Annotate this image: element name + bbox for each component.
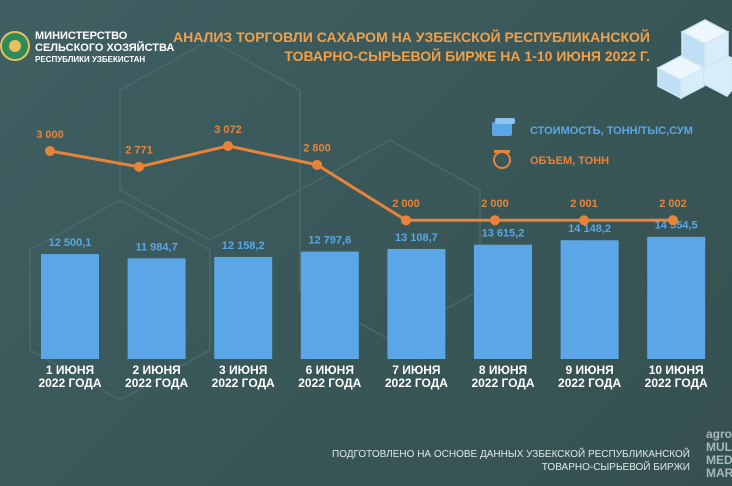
bar — [300, 251, 359, 359]
bar-label: 12 797,6 — [308, 234, 351, 246]
cubes — [656, 19, 732, 100]
line-label: 2 002 — [659, 198, 687, 210]
bar-label: 13 615,2 — [482, 228, 525, 240]
bar — [647, 236, 706, 359]
point — [45, 145, 55, 156]
x-tick-label: 3 ИЮНЯ 2022 ГОДА — [211, 363, 275, 390]
x-tick-label: 2 ИЮНЯ 2022 ГОДА — [125, 363, 189, 390]
x-tick-label: 1 ИЮНЯ 2022 ГОДА — [38, 363, 102, 390]
point — [579, 215, 589, 226]
x-tick-label: 10 ИЮНЯ 2022 ГОДА — [644, 363, 708, 390]
point — [401, 215, 411, 226]
source: ПОДГОТОВЛЕНО НА ОСНОВЕ ДАННЫХ УЗБЕКСКОЙ … — [332, 449, 690, 473]
bar — [387, 248, 446, 359]
line-label: 2 000 — [481, 198, 509, 210]
ministry: МИНИСТЕРСТВО СЕЛЬСКОГО ХОЗЯЙСТВА — [35, 30, 175, 54]
bar-label: 12 158,2 — [222, 240, 265, 252]
x-tick-label: 9 ИЮНЯ 2022 ГОДА — [558, 363, 622, 390]
legend-icons — [492, 118, 515, 169]
line-label: 3 072 — [214, 124, 242, 136]
line-label: 2 771 — [125, 145, 153, 157]
point — [490, 215, 500, 226]
line-label: 2 001 — [570, 198, 598, 210]
x-tick-label: 6 ИЮНЯ 2022 ГОДА — [298, 363, 362, 390]
point — [312, 159, 322, 170]
bar-label: 12 500,1 — [49, 237, 92, 249]
bar — [560, 240, 619, 359]
legend-label: СТОИМОСТЬ, ТОНН/ТЫС,СУМ — [530, 125, 693, 137]
x-tick-label: 8 ИЮНЯ 2022 ГОДА — [471, 363, 535, 390]
line-label: 2 800 — [303, 143, 331, 155]
x-tick-label: 7 ИЮНЯ 2022 ГОДА — [384, 363, 448, 390]
point — [668, 215, 678, 226]
bar — [127, 258, 186, 359]
point — [223, 140, 233, 151]
line-label: 2 000 — [392, 198, 420, 210]
watermark: agro MUL MED MARK — [706, 427, 732, 480]
bar — [474, 244, 532, 359]
line-label: 3 000 — [36, 129, 64, 141]
bar-label: 14 554,5 — [655, 220, 698, 232]
chart-title: АНАЛИЗ ТОРГОВЛИ САХАРОМ НА УЗБЕКСКОЙ РЕС… — [173, 29, 650, 64]
bar-label: 13 108,7 — [395, 232, 438, 244]
republic: РЕСПУБЛИКИ УЗБЕКИСТАН — [35, 55, 146, 64]
legend-label: ОБЪЕМ, ТОНН — [530, 155, 609, 167]
line — [49, 144, 674, 222]
bar-label: 14 148,2 — [568, 223, 611, 235]
bar-label: 11 984,7 — [135, 241, 177, 253]
point — [134, 161, 144, 172]
logo — [0, 31, 30, 61]
bar — [214, 256, 273, 359]
bar — [41, 254, 99, 359]
